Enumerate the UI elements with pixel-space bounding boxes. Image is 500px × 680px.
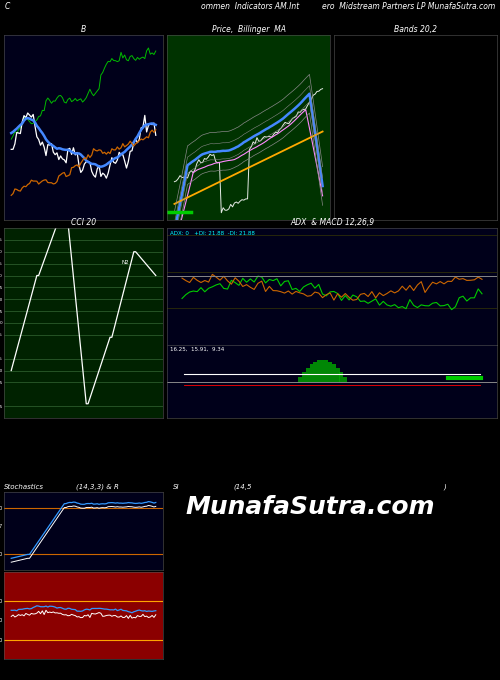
Text: Price,  Billinger  MA: Price, Billinger MA	[212, 24, 286, 33]
Text: ADX  & MACD 12,26,9: ADX & MACD 12,26,9	[290, 218, 374, 226]
Text: ommen  Indicators AM.Int: ommen Indicators AM.Int	[201, 2, 299, 11]
Bar	[317, 360, 321, 381]
Text: SI: SI	[173, 484, 180, 490]
Bar	[306, 368, 310, 381]
Text: C: C	[5, 2, 10, 11]
Text: B: B	[81, 24, 86, 33]
Text: ADX: 0   +DI: 21.88  -DI: 21.88: ADX: 0 +DI: 21.88 -DI: 21.88	[170, 231, 254, 237]
Bar	[298, 377, 302, 381]
Bar	[310, 364, 313, 381]
Text: N2: N2	[121, 260, 128, 265]
Bar	[313, 362, 317, 381]
Text: 16.25,  15.91,  9.34: 16.25, 15.91, 9.34	[170, 347, 224, 352]
Bar	[324, 360, 328, 381]
Text: Bands 20,2: Bands 20,2	[394, 24, 437, 33]
Text: CCI 20: CCI 20	[71, 218, 96, 226]
Text: Stochastics: Stochastics	[4, 484, 44, 490]
Bar	[321, 360, 324, 381]
Bar	[302, 372, 306, 381]
Text: MunafaSutra.com: MunafaSutra.com	[185, 494, 435, 519]
Bar	[328, 362, 332, 381]
Text: (14,5: (14,5	[233, 483, 252, 490]
Bar	[343, 377, 347, 381]
Bar	[336, 368, 340, 381]
Bar	[332, 364, 336, 381]
Text: ero  Midstream Partners LP MunafaSutra.com: ero Midstream Partners LP MunafaSutra.co…	[322, 2, 495, 11]
Bar	[340, 372, 343, 381]
Text: ): )	[443, 483, 446, 490]
Text: (14,3,3) & R: (14,3,3) & R	[76, 483, 118, 490]
